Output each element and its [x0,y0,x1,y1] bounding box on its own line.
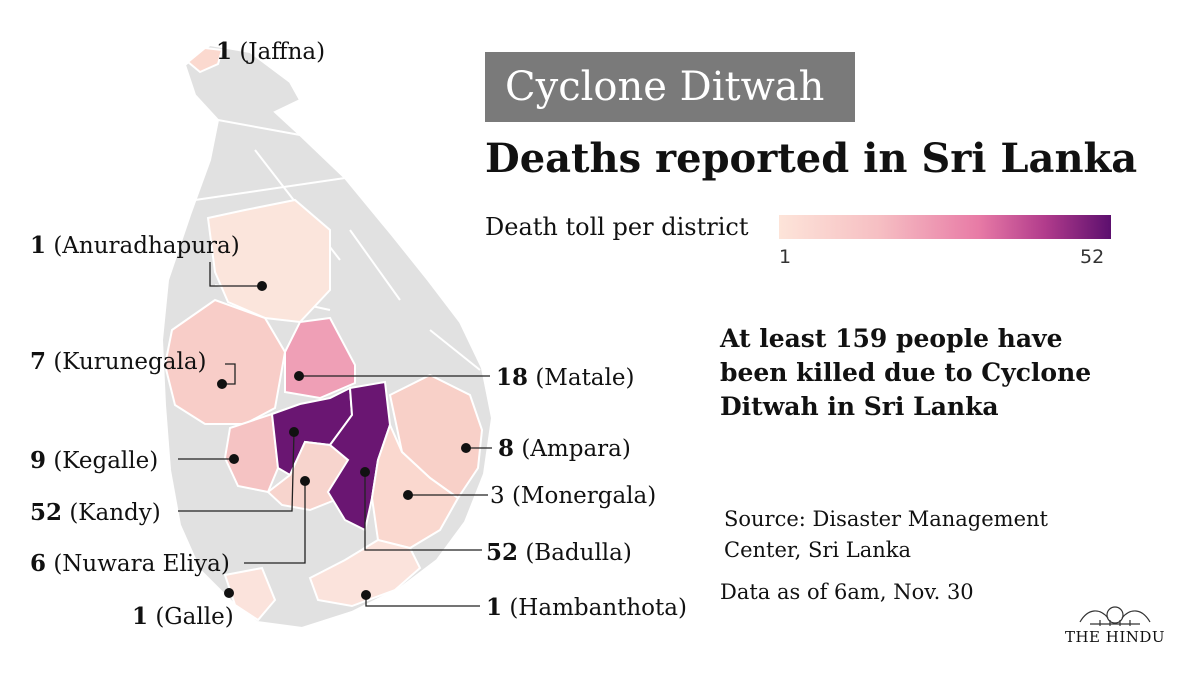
label-hambantota-count: 1 [486,594,503,621]
leader-kandy [178,431,295,512]
marker-kandy [289,427,299,437]
label-kurunegala-count: 7 [30,348,47,375]
brand-name: THE HINDU [1064,628,1166,646]
legend-min-value: 1 [779,246,792,268]
label-galle-count: 1 [132,603,149,630]
marker-anuradhapura [257,281,267,291]
label-kegalle-name: (Kegalle) [53,448,159,474]
marker-ampara [461,443,471,453]
topic-tag: Cyclone Ditwah [485,52,855,122]
district-kurunegala [163,298,287,425]
leader-nuwara-eliya [244,481,306,564]
label-kurunegala-name: (Kurunegala) [53,349,207,375]
the-hindu-emblem-icon [1079,606,1151,626]
label-ampara-count: 8 [498,435,515,462]
label-galle-name: (Galle) [155,604,234,630]
leader-kurunegala [222,363,236,385]
marker-kegalle [229,454,239,464]
label-badulla-count: 52 [486,539,519,566]
district-badulla [326,380,392,532]
leader-anuradhapura [209,262,262,287]
label-anuradhapura: 1 (Anuradhapura) [30,234,240,258]
label-ampara: 8 (Ampara) [498,437,631,461]
marker-hambantota [361,590,371,600]
data-timestamp: Data as of 6am, Nov. 30 [720,580,974,604]
label-matale: 18 (Matale) [496,366,634,390]
label-jaffna-name: (Jaffna) [239,39,326,65]
legend-max-value: 52 [1080,246,1105,268]
label-anuradhapura-name: (Anuradhapura) [53,233,240,259]
label-galle: 1 (Galle) [132,605,234,629]
label-kandy-count: 52 [30,499,63,526]
legend-color-scale [779,215,1111,239]
label-hambantota-name: (Hambanthota) [509,595,687,621]
label-jaffna-count: 1 [216,38,233,65]
marker-galle [224,588,234,598]
label-kurunegala: 7 (Kurunegala) [30,350,207,374]
leader-badulla [364,472,482,551]
district-monaragala [370,422,460,550]
label-badulla-name: (Badulla) [525,540,632,566]
topic-tag-text: Cyclone Ditwah [505,64,825,110]
source-note: Source: Disaster Management Center, Sri … [724,507,1048,562]
label-nuwara-eliya-count: 6 [30,550,47,577]
marker-nuwara-eliya [300,476,310,486]
label-monaragala-name: (Monergala) [511,483,657,509]
district-hambantota [308,538,422,608]
label-ampara-name: (Ampara) [521,436,631,462]
label-matale-count: 18 [496,364,529,391]
label-nuwara-eliya: 6 (Nuwara Eliya) [30,552,230,576]
summary-text: At least 159 people have been killed due… [720,324,1092,421]
legend-title: Death toll per district [485,213,749,241]
label-kandy-name: (Kandy) [69,500,161,526]
marker-badulla [360,467,370,477]
label-anuradhapura-count: 1 [30,232,47,259]
label-kegalle-count: 9 [30,447,47,474]
label-kegalle: 9 (Kegalle) [30,449,158,473]
label-badulla: 52 (Badulla) [486,541,632,565]
marker-monaragala [403,490,413,500]
label-nuwara-eliya-name: (Nuwara Eliya) [53,551,230,577]
label-kandy: 52 (Kandy) [30,501,161,525]
label-monaragala: 3 (Monergala) [490,485,656,508]
marker-matale [294,371,304,381]
label-monaragala-count: 3 [490,483,505,509]
label-jaffna: 1 (Jaffna) [216,40,325,64]
district-jaffna [186,46,224,74]
label-hambantota: 1 (Hambanthota) [486,596,687,620]
page-title: Deaths reported in Sri Lanka [485,135,1138,182]
district-galle [223,566,277,622]
label-matale-name: (Matale) [535,365,635,391]
district-anuradhapura [206,198,331,324]
marker-kurunegala [217,379,227,389]
